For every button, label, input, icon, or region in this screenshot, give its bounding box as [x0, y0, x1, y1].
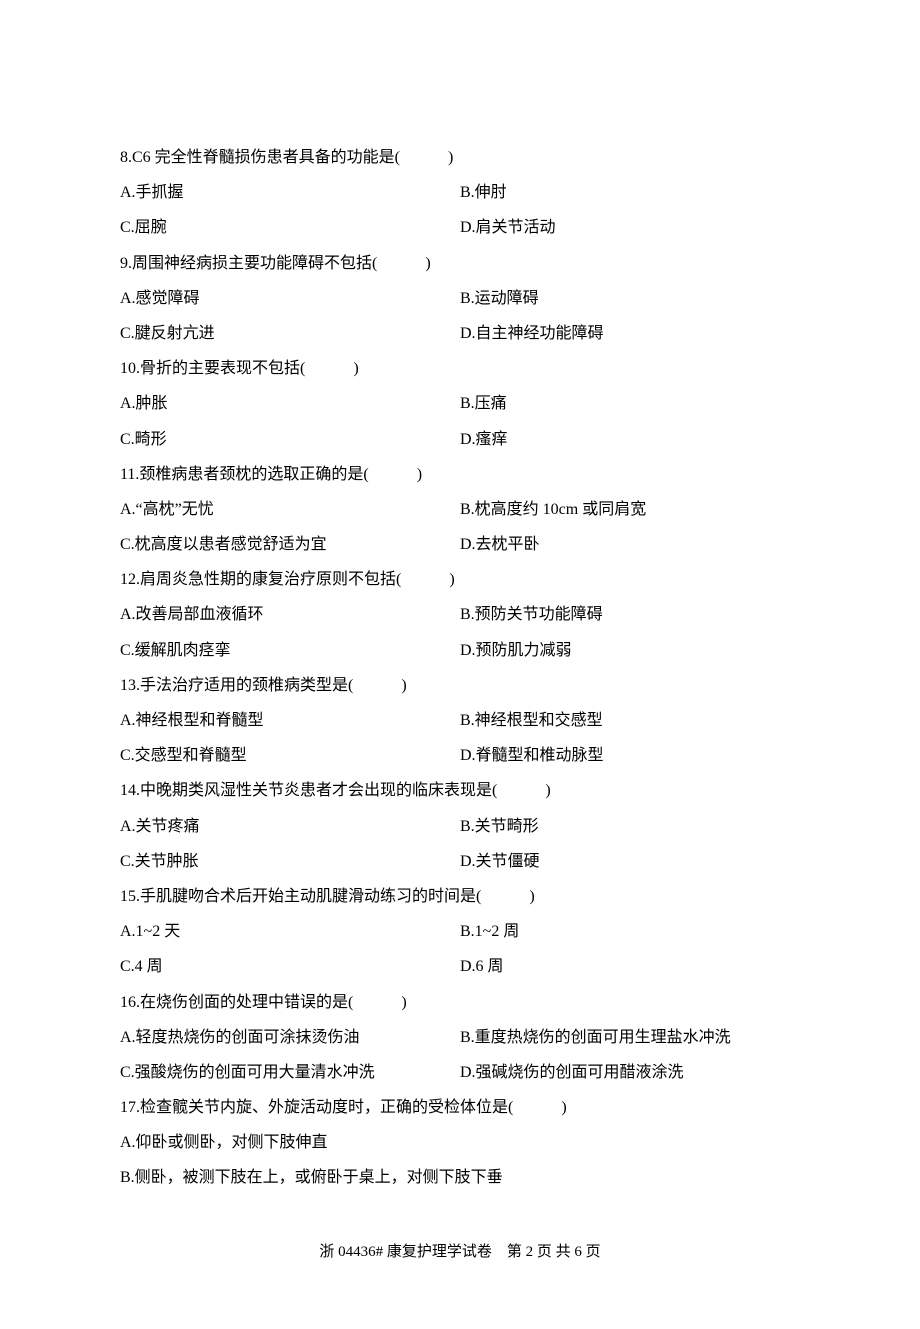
option-row: C.4 周D.6 周 [120, 949, 800, 984]
question-8: 8.C6 完全性脊髓损伤患者具备的功能是( )A.手抓握B.伸肘C.屈腕D.肩关… [120, 140, 800, 246]
option-row: C.强酸烧伤的创面可用大量清水冲洗D.强碱烧伤的创面可用醋液涂洗 [120, 1055, 800, 1090]
question-10: 10.骨折的主要表现不包括( )A.肿胀B.压痛C.畸形D.瘙痒 [120, 351, 800, 457]
option: B.1~2 周 [460, 914, 800, 949]
option: A.神经根型和脊髓型 [120, 703, 460, 738]
option-row: A.轻度热烧伤的创面可涂抹烫伤油B.重度热烧伤的创面可用生理盐水冲洗 [120, 1020, 800, 1055]
option-row: A.手抓握B.伸肘 [120, 175, 800, 210]
option: C.屈腕 [120, 210, 460, 245]
question-14: 14.中晚期类风湿性关节炎患者才会出现的临床表现是( )A.关节疼痛B.关节畸形… [120, 773, 800, 879]
option-row: C.畸形D.瘙痒 [120, 422, 800, 457]
question-text: 17.检查髋关节内旋、外旋活动度时，正确的受检体位是( ) [120, 1090, 800, 1125]
question-text: 9.周围神经病损主要功能障碍不包括( ) [120, 246, 800, 281]
option-row: C.交感型和脊髓型D.脊髓型和椎动脉型 [120, 738, 800, 773]
option: C.4 周 [120, 949, 460, 984]
option: D.肩关节活动 [460, 210, 800, 245]
option-row: A.神经根型和脊髓型B.神经根型和交感型 [120, 703, 800, 738]
option: A.轻度热烧伤的创面可涂抹烫伤油 [120, 1020, 460, 1055]
option: B.重度热烧伤的创面可用生理盐水冲洗 [460, 1020, 800, 1055]
question-11: 11.颈椎病患者颈枕的选取正确的是( )A.“高枕”无忧B.枕高度约 10cm … [120, 457, 800, 563]
option: A.仰卧或侧卧，对侧下肢伸直 [120, 1125, 800, 1160]
option: D.预防肌力减弱 [460, 633, 800, 668]
option: B.侧卧，被测下肢在上，或俯卧于桌上，对侧下肢下垂 [120, 1160, 800, 1195]
question-text: 11.颈椎病患者颈枕的选取正确的是( ) [120, 457, 800, 492]
question-15: 15.手肌腱吻合术后开始主动肌腱滑动练习的时间是( )A.1~2 天B.1~2 … [120, 879, 800, 985]
option: A.“高枕”无忧 [120, 492, 460, 527]
option: D.瘙痒 [460, 422, 800, 457]
option-row: C.腱反射亢进D.自主神经功能障碍 [120, 316, 800, 351]
option: C.缓解肌肉痉挛 [120, 633, 460, 668]
option: C.枕高度以患者感觉舒适为宜 [120, 527, 460, 562]
option: B.关节畸形 [460, 809, 800, 844]
option-row: A.关节疼痛B.关节畸形 [120, 809, 800, 844]
question-16: 16.在烧伤创面的处理中错误的是( )A.轻度热烧伤的创面可涂抹烫伤油B.重度热… [120, 985, 800, 1091]
option: C.交感型和脊髓型 [120, 738, 460, 773]
option-row: C.屈腕D.肩关节活动 [120, 210, 800, 245]
question-text: 13.手法治疗适用的颈椎病类型是( ) [120, 668, 800, 703]
option-row: A.感觉障碍B.运动障碍 [120, 281, 800, 316]
option-row: A.肿胀B.压痛 [120, 386, 800, 421]
option: D.脊髓型和椎动脉型 [460, 738, 800, 773]
option: A.改善局部血液循环 [120, 597, 460, 632]
option: D.关节僵硬 [460, 844, 800, 879]
option: D.强碱烧伤的创面可用醋液涂洗 [460, 1055, 800, 1090]
question-12: 12.肩周炎急性期的康复治疗原则不包括( )A.改善局部血液循环B.预防关节功能… [120, 562, 800, 668]
question-text: 16.在烧伤创面的处理中错误的是( ) [120, 985, 800, 1020]
option-row: B.侧卧，被测下肢在上，或俯卧于桌上，对侧下肢下垂 [120, 1160, 800, 1195]
option: C.腱反射亢进 [120, 316, 460, 351]
option: A.关节疼痛 [120, 809, 460, 844]
option: C.强酸烧伤的创面可用大量清水冲洗 [120, 1055, 460, 1090]
question-9: 9.周围神经病损主要功能障碍不包括( )A.感觉障碍B.运动障碍C.腱反射亢进D… [120, 246, 800, 352]
option-row: C.枕高度以患者感觉舒适为宜D.去枕平卧 [120, 527, 800, 562]
option: B.运动障碍 [460, 281, 800, 316]
option-row: A.1~2 天B.1~2 周 [120, 914, 800, 949]
option: C.关节肿胀 [120, 844, 460, 879]
option: A.肿胀 [120, 386, 460, 421]
option: B.枕高度约 10cm 或同肩宽 [460, 492, 800, 527]
option: C.畸形 [120, 422, 460, 457]
question-text: 15.手肌腱吻合术后开始主动肌腱滑动练习的时间是( ) [120, 879, 800, 914]
option: D.去枕平卧 [460, 527, 800, 562]
option-row: A.“高枕”无忧B.枕高度约 10cm 或同肩宽 [120, 492, 800, 527]
option: D.6 周 [460, 949, 800, 984]
question-text: 12.肩周炎急性期的康复治疗原则不包括( ) [120, 562, 800, 597]
option: B.预防关节功能障碍 [460, 597, 800, 632]
option: D.自主神经功能障碍 [460, 316, 800, 351]
option-row: A.改善局部血液循环B.预防关节功能障碍 [120, 597, 800, 632]
option-row: A.仰卧或侧卧，对侧下肢伸直 [120, 1125, 800, 1160]
option: B.伸肘 [460, 175, 800, 210]
question-text: 14.中晚期类风湿性关节炎患者才会出现的临床表现是( ) [120, 773, 800, 808]
question-text: 10.骨折的主要表现不包括( ) [120, 351, 800, 386]
option-row: C.关节肿胀D.关节僵硬 [120, 844, 800, 879]
option: B.神经根型和交感型 [460, 703, 800, 738]
option: B.压痛 [460, 386, 800, 421]
option: A.1~2 天 [120, 914, 460, 949]
page-footer: 浙 04436# 康复护理学试卷 第 2 页 共 6 页 [120, 1236, 800, 1269]
option-row: C.缓解肌肉痉挛D.预防肌力减弱 [120, 633, 800, 668]
option: A.感觉障碍 [120, 281, 460, 316]
question-13: 13.手法治疗适用的颈椎病类型是( )A.神经根型和脊髓型B.神经根型和交感型C… [120, 668, 800, 774]
question-17: 17.检查髋关节内旋、外旋活动度时，正确的受检体位是( )A.仰卧或侧卧，对侧下… [120, 1090, 800, 1196]
question-text: 8.C6 完全性脊髓损伤患者具备的功能是( ) [120, 140, 800, 175]
option: A.手抓握 [120, 175, 460, 210]
